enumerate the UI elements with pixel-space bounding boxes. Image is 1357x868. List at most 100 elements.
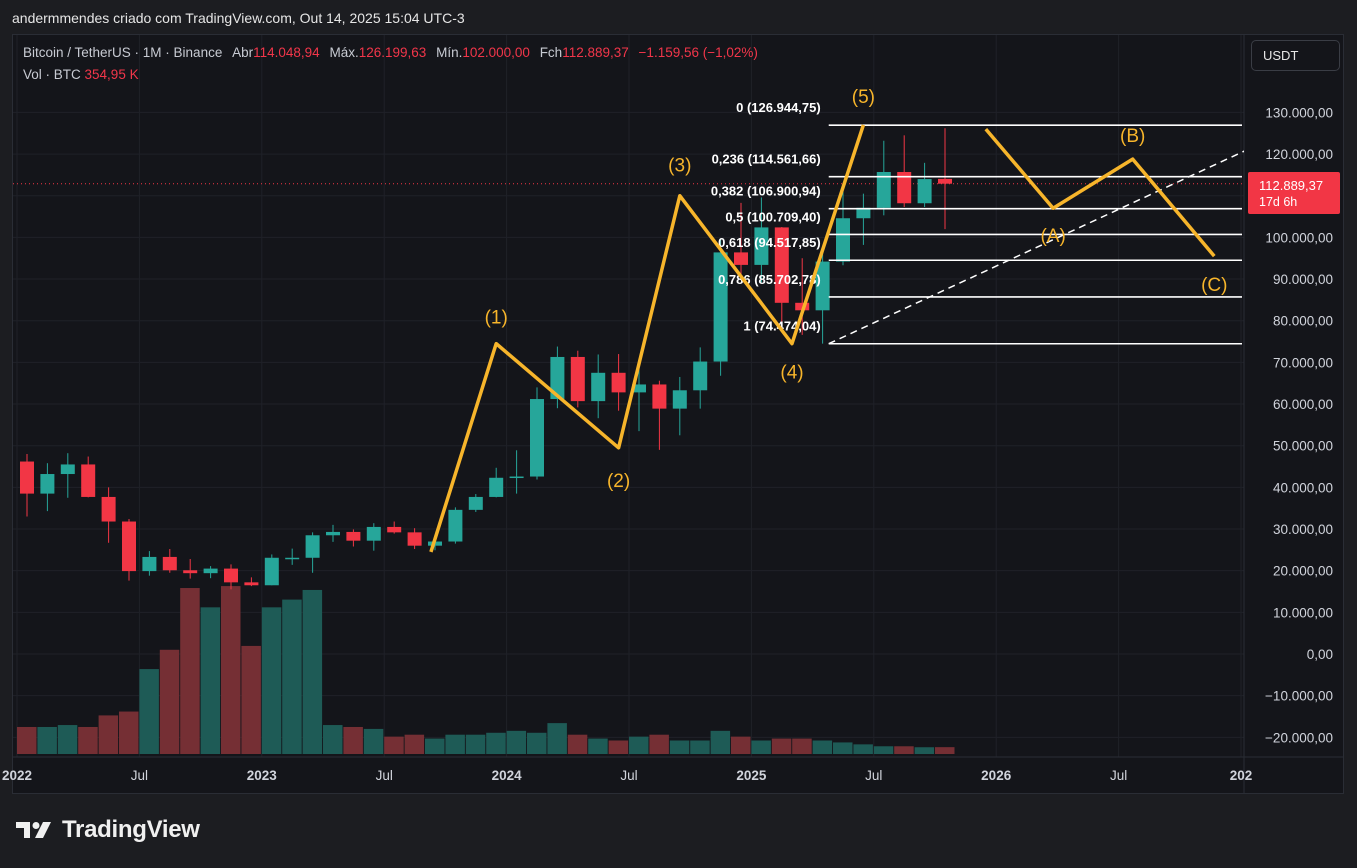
candle-body (754, 227, 769, 265)
volume-bar (241, 645, 261, 754)
tradingview-logo[interactable]: TradingView (16, 816, 200, 844)
impulse-wave-label: (1) (485, 308, 508, 329)
candle-body (550, 356, 565, 400)
time-axis-label: Jul (376, 768, 393, 783)
volume-legend: Vol · BTC 354,95 K (23, 67, 139, 82)
volume-value: 354,95 K (84, 67, 139, 82)
volume-bar (731, 736, 751, 754)
fib-level-label: 0 (126.944,75) (736, 100, 821, 115)
volume-bar (853, 744, 873, 754)
time-axis: 2022 Jul 2023 Jul 2024 Jul 2025 Jul 2026 Jul 202 (2, 768, 1252, 783)
time-axis-label: 2026 (981, 768, 1012, 783)
volume-bar (547, 723, 567, 754)
fib-level-label: 1 (74.474,04) (743, 319, 820, 334)
volume-bar (302, 589, 323, 754)
price-axis-label: 40.000,00 (1273, 480, 1333, 495)
time-axis-label: 202 (1230, 768, 1253, 783)
volume-bar (486, 732, 506, 754)
candle-body (938, 178, 952, 184)
candle-body (346, 531, 361, 541)
correction-wave-line (984, 127, 1216, 258)
candle-body (652, 384, 667, 409)
candle-body (101, 496, 116, 522)
volume-bar (343, 726, 363, 754)
elliott-waves: (1) (2) (3) (4) (5) (A) (B) (C) (429, 87, 1227, 553)
symbol-info[interactable]: Bitcoin / TetherUS · 1M · Binance (23, 45, 223, 60)
candle-body (530, 399, 544, 477)
volume-bar (608, 740, 629, 754)
impulse-wave-label: (5) (852, 87, 875, 108)
impulse-wave-label: (3) (668, 156, 691, 177)
candle-body (203, 568, 218, 574)
volume-bar (78, 726, 98, 754)
impulse-wave-line (429, 124, 866, 553)
candle-body (734, 252, 748, 265)
candle-body (326, 531, 340, 536)
volume-bar (404, 734, 425, 754)
candle-body (448, 509, 463, 542)
chart-caption: andermmendes criado com TradingView.com,… (12, 10, 465, 26)
candle-body (591, 372, 606, 402)
candle-body (264, 557, 279, 586)
candle-body (489, 477, 504, 497)
price-axis-label: 80.000,00 (1273, 314, 1333, 329)
volume-bar (690, 740, 710, 754)
candle-body (468, 496, 483, 510)
volume-bar (465, 734, 486, 754)
time-axis-label: 2023 (247, 768, 278, 783)
volume-bar (629, 736, 649, 754)
change-value: −1.159,56 (−1,02%) (638, 45, 758, 60)
time-axis-label: Jul (620, 768, 637, 783)
volume-bar (567, 734, 588, 754)
currency-button[interactable]: USDT (1251, 40, 1340, 71)
candle-body (407, 532, 422, 546)
candle-body (162, 556, 177, 571)
close-label: Fch (539, 45, 563, 60)
time-axis-label: Jul (131, 768, 148, 783)
candle-body (20, 461, 34, 494)
volume-bar (710, 730, 731, 754)
low-label: Mín. (436, 45, 463, 60)
plot-area: 0 (126.944,75) 0,236 (114.561,66) 0,382 (1… (13, 87, 1244, 754)
volume-bar (384, 736, 404, 754)
candle-body (815, 261, 830, 311)
volume-bar (527, 732, 547, 754)
candle-body (142, 556, 157, 572)
candle-body (183, 570, 198, 574)
time-axis-label: Jul (865, 768, 882, 783)
volume-bar (751, 740, 771, 754)
volume-bar (506, 730, 527, 754)
price-axis-label: 60.000,00 (1273, 397, 1333, 412)
tradingview-logo-icon (16, 822, 51, 838)
candle-body (366, 526, 381, 541)
volume-bar (894, 746, 914, 754)
candle-body (611, 372, 626, 393)
volume-bar (57, 725, 78, 754)
time-axis-label: 2022 (2, 768, 32, 783)
volume-bar (425, 738, 445, 754)
tradingview-logo-text: TradingView (62, 816, 200, 843)
candle-body (387, 526, 402, 533)
candle-body (876, 171, 891, 208)
open-label: Abr (232, 45, 254, 60)
candle-body (285, 557, 300, 560)
candle-body (305, 535, 320, 558)
price-axis-label: 130.000,00 (1265, 105, 1333, 120)
candle-body (693, 361, 708, 391)
volume-bar (812, 740, 833, 754)
price-axis-label: 100.000,00 (1265, 230, 1333, 245)
candle-body (81, 464, 96, 497)
bar-countdown: 17d 6h (1259, 195, 1298, 209)
last-price-badge: 112.889,37 17d 6h (1248, 172, 1340, 214)
volume-bar (873, 746, 894, 754)
candle-body (672, 390, 687, 409)
volume-bar (363, 728, 384, 754)
candle-body (224, 568, 238, 583)
candles (20, 128, 952, 590)
volume-bar (445, 734, 465, 754)
fibonacci-retracement: 0 (126.944,75) 0,236 (114.561,66) 0,382 (1… (711, 100, 1242, 345)
impulse-wave-label: (4) (780, 363, 803, 384)
price-axis-label: −20.000,00 (1265, 730, 1333, 745)
candle-body (774, 227, 789, 303)
